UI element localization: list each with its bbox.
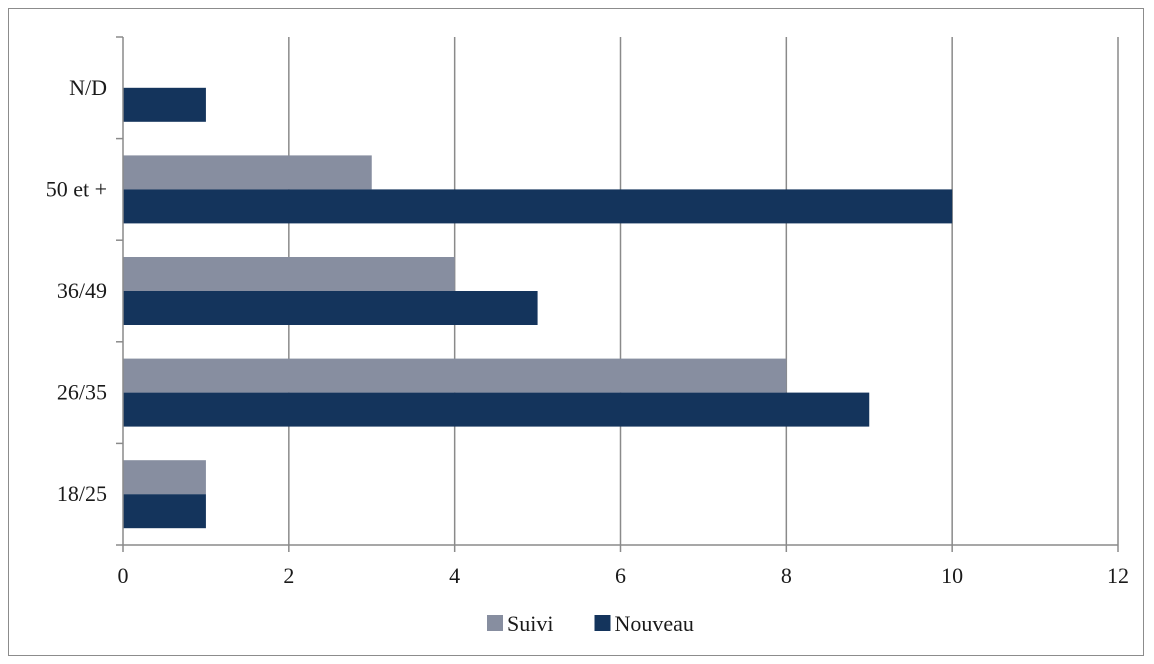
bar-nouveau-1 [123,392,870,427]
x-tick-label: 6 [615,563,626,588]
x-tick-label: 10 [941,563,963,588]
x-tick-label: 0 [118,563,129,588]
legend-swatch [487,615,503,631]
bar-suivi-0 [123,460,206,495]
legend: Suivi Nouveau [487,611,694,636]
legend-label: Suivi [507,611,553,636]
category-label: 26/35 [57,380,107,405]
bar-suivi-2 [123,257,455,291]
bar-nouveau-4 [123,87,206,122]
x-tick-labels: 0 2 4 6 8 10 12 [118,563,1130,588]
category-label: 36/49 [57,278,107,303]
bar-nouveau-0 [123,494,206,529]
bar-nouveau-2 [123,291,538,325]
axes [116,36,1119,552]
bar-chart: 18/25 26/35 36/49 50 et + N/D 0 2 4 6 8 10 12 Suiv… [46,36,1130,636]
chart-frame: 18/25 26/35 36/49 50 et + N/D 0 2 4 6 8 10 12 Suiv… [8,8,1144,656]
gridlines [288,37,1119,545]
category-label: N/D [69,75,107,100]
bars [123,87,953,529]
category-label: 50 et + [46,176,107,201]
bar-suivi-3 [123,155,372,190]
bar-suivi-1 [123,358,787,393]
x-tick-label: 12 [1107,563,1129,588]
legend-swatch [594,615,611,631]
x-tick-label: 4 [449,563,460,588]
legend-label: Nouveau [615,611,694,636]
bar-nouveau-3 [123,189,953,224]
category-label: 18/25 [57,481,107,506]
x-tick-label: 8 [781,563,792,588]
category-labels: 18/25 26/35 36/49 50 et + N/D [46,75,107,506]
x-tick-label: 2 [283,563,294,588]
